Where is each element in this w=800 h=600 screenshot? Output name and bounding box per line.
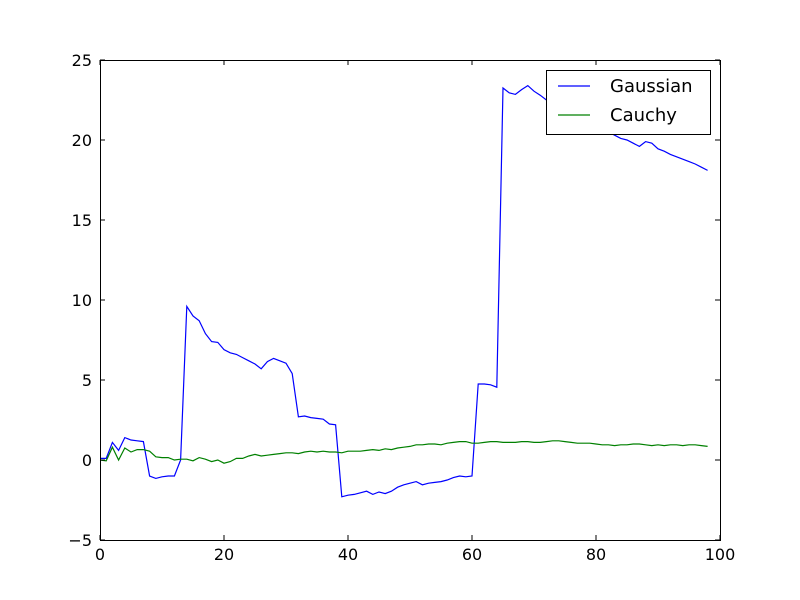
x-tick-label: 40	[338, 545, 358, 564]
y-tick-label: −5	[68, 531, 92, 550]
x-tick-label: 80	[586, 545, 606, 564]
legend: Gaussian Cauchy	[546, 70, 711, 135]
legend-label-gaussian: Gaussian	[610, 76, 693, 97]
x-axis: 0 20 40 60 80 100	[95, 60, 735, 564]
y-axis: −5 0 5 10 15 20 25	[68, 51, 720, 550]
y-tick-label: 25	[72, 51, 92, 70]
y-tick-label: 15	[72, 211, 92, 230]
legend-label-cauchy: Cauchy	[610, 105, 677, 126]
legend-box	[546, 70, 711, 135]
x-tick-label: 100	[705, 545, 736, 564]
y-tick-label: 20	[72, 131, 92, 150]
y-tick-label: 0	[82, 451, 92, 470]
x-tick-label: 20	[214, 545, 234, 564]
x-tick-label: 60	[462, 545, 482, 564]
series-line-cauchy	[99, 440, 708, 464]
y-tick-label: 5	[82, 371, 92, 390]
y-tick-label: 10	[72, 291, 92, 310]
x-tick-label: 0	[95, 545, 105, 564]
